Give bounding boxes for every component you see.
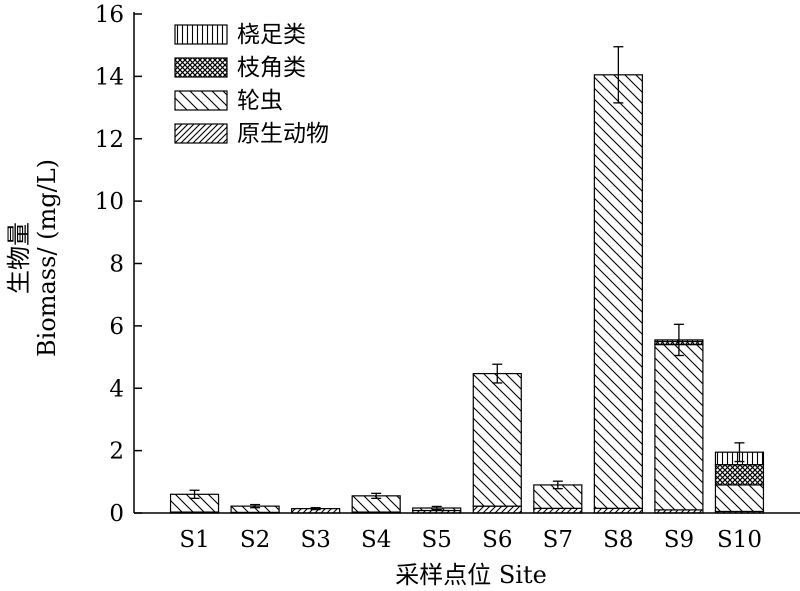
bar-segment — [714, 484, 765, 513]
x-tick-label: S4 — [361, 527, 391, 553]
y-tick-label: 12 — [95, 127, 124, 153]
y-axis-title-cn: 生物量 — [5, 222, 33, 294]
x-tick-label: S9 — [664, 527, 694, 553]
y-tick-label: 6 — [109, 314, 124, 340]
legend-label: 原生动物 — [237, 121, 329, 147]
y-tick-label: 4 — [109, 376, 124, 402]
x-axis-title: 采样点位 Site — [395, 561, 547, 589]
legend-label: 枝角类 — [237, 55, 306, 81]
bars-group — [169, 74, 765, 514]
legend-swatch — [174, 24, 228, 45]
error-bars-group — [189, 46, 745, 511]
legend-swatch — [174, 57, 228, 78]
x-tick-label: S5 — [422, 527, 452, 553]
y-tick-label: 2 — [109, 439, 124, 465]
bar-segment — [593, 74, 643, 509]
x-tick-label: S1 — [179, 527, 209, 553]
bar-segment — [714, 464, 765, 486]
x-tick-label: S3 — [300, 527, 330, 553]
y-tick-label: 14 — [95, 64, 124, 90]
bar-segment — [654, 343, 704, 511]
legend-label: 轮虫 — [237, 88, 283, 114]
legend-swatch — [174, 90, 228, 111]
x-ticks-group: S1 S2 S3 S4 S5 S6 S7 S8 S9 S10 — [179, 527, 762, 553]
x-tick-label: S6 — [482, 527, 512, 553]
x-tick-label: S10 — [717, 527, 762, 553]
x-tick-label: S2 — [240, 527, 270, 553]
y-axis-title-en: Biomass/ (mg/L) — [33, 159, 61, 357]
y-tick-label: 8 — [109, 252, 124, 278]
y-ticks-group: 0 2 4 6 8 10 12 14 16 — [95, 2, 142, 527]
y-tick-label: 16 — [95, 2, 124, 28]
bar-segment — [472, 372, 522, 507]
x-tick-label: S7 — [543, 527, 573, 553]
legend-swatch — [174, 123, 228, 144]
y-tick-label: 0 — [109, 501, 124, 527]
legend-label: 桡足类 — [237, 22, 306, 48]
y-tick-label: 10 — [95, 189, 124, 215]
bar-segment — [472, 505, 522, 514]
x-tick-label: S8 — [603, 527, 633, 553]
